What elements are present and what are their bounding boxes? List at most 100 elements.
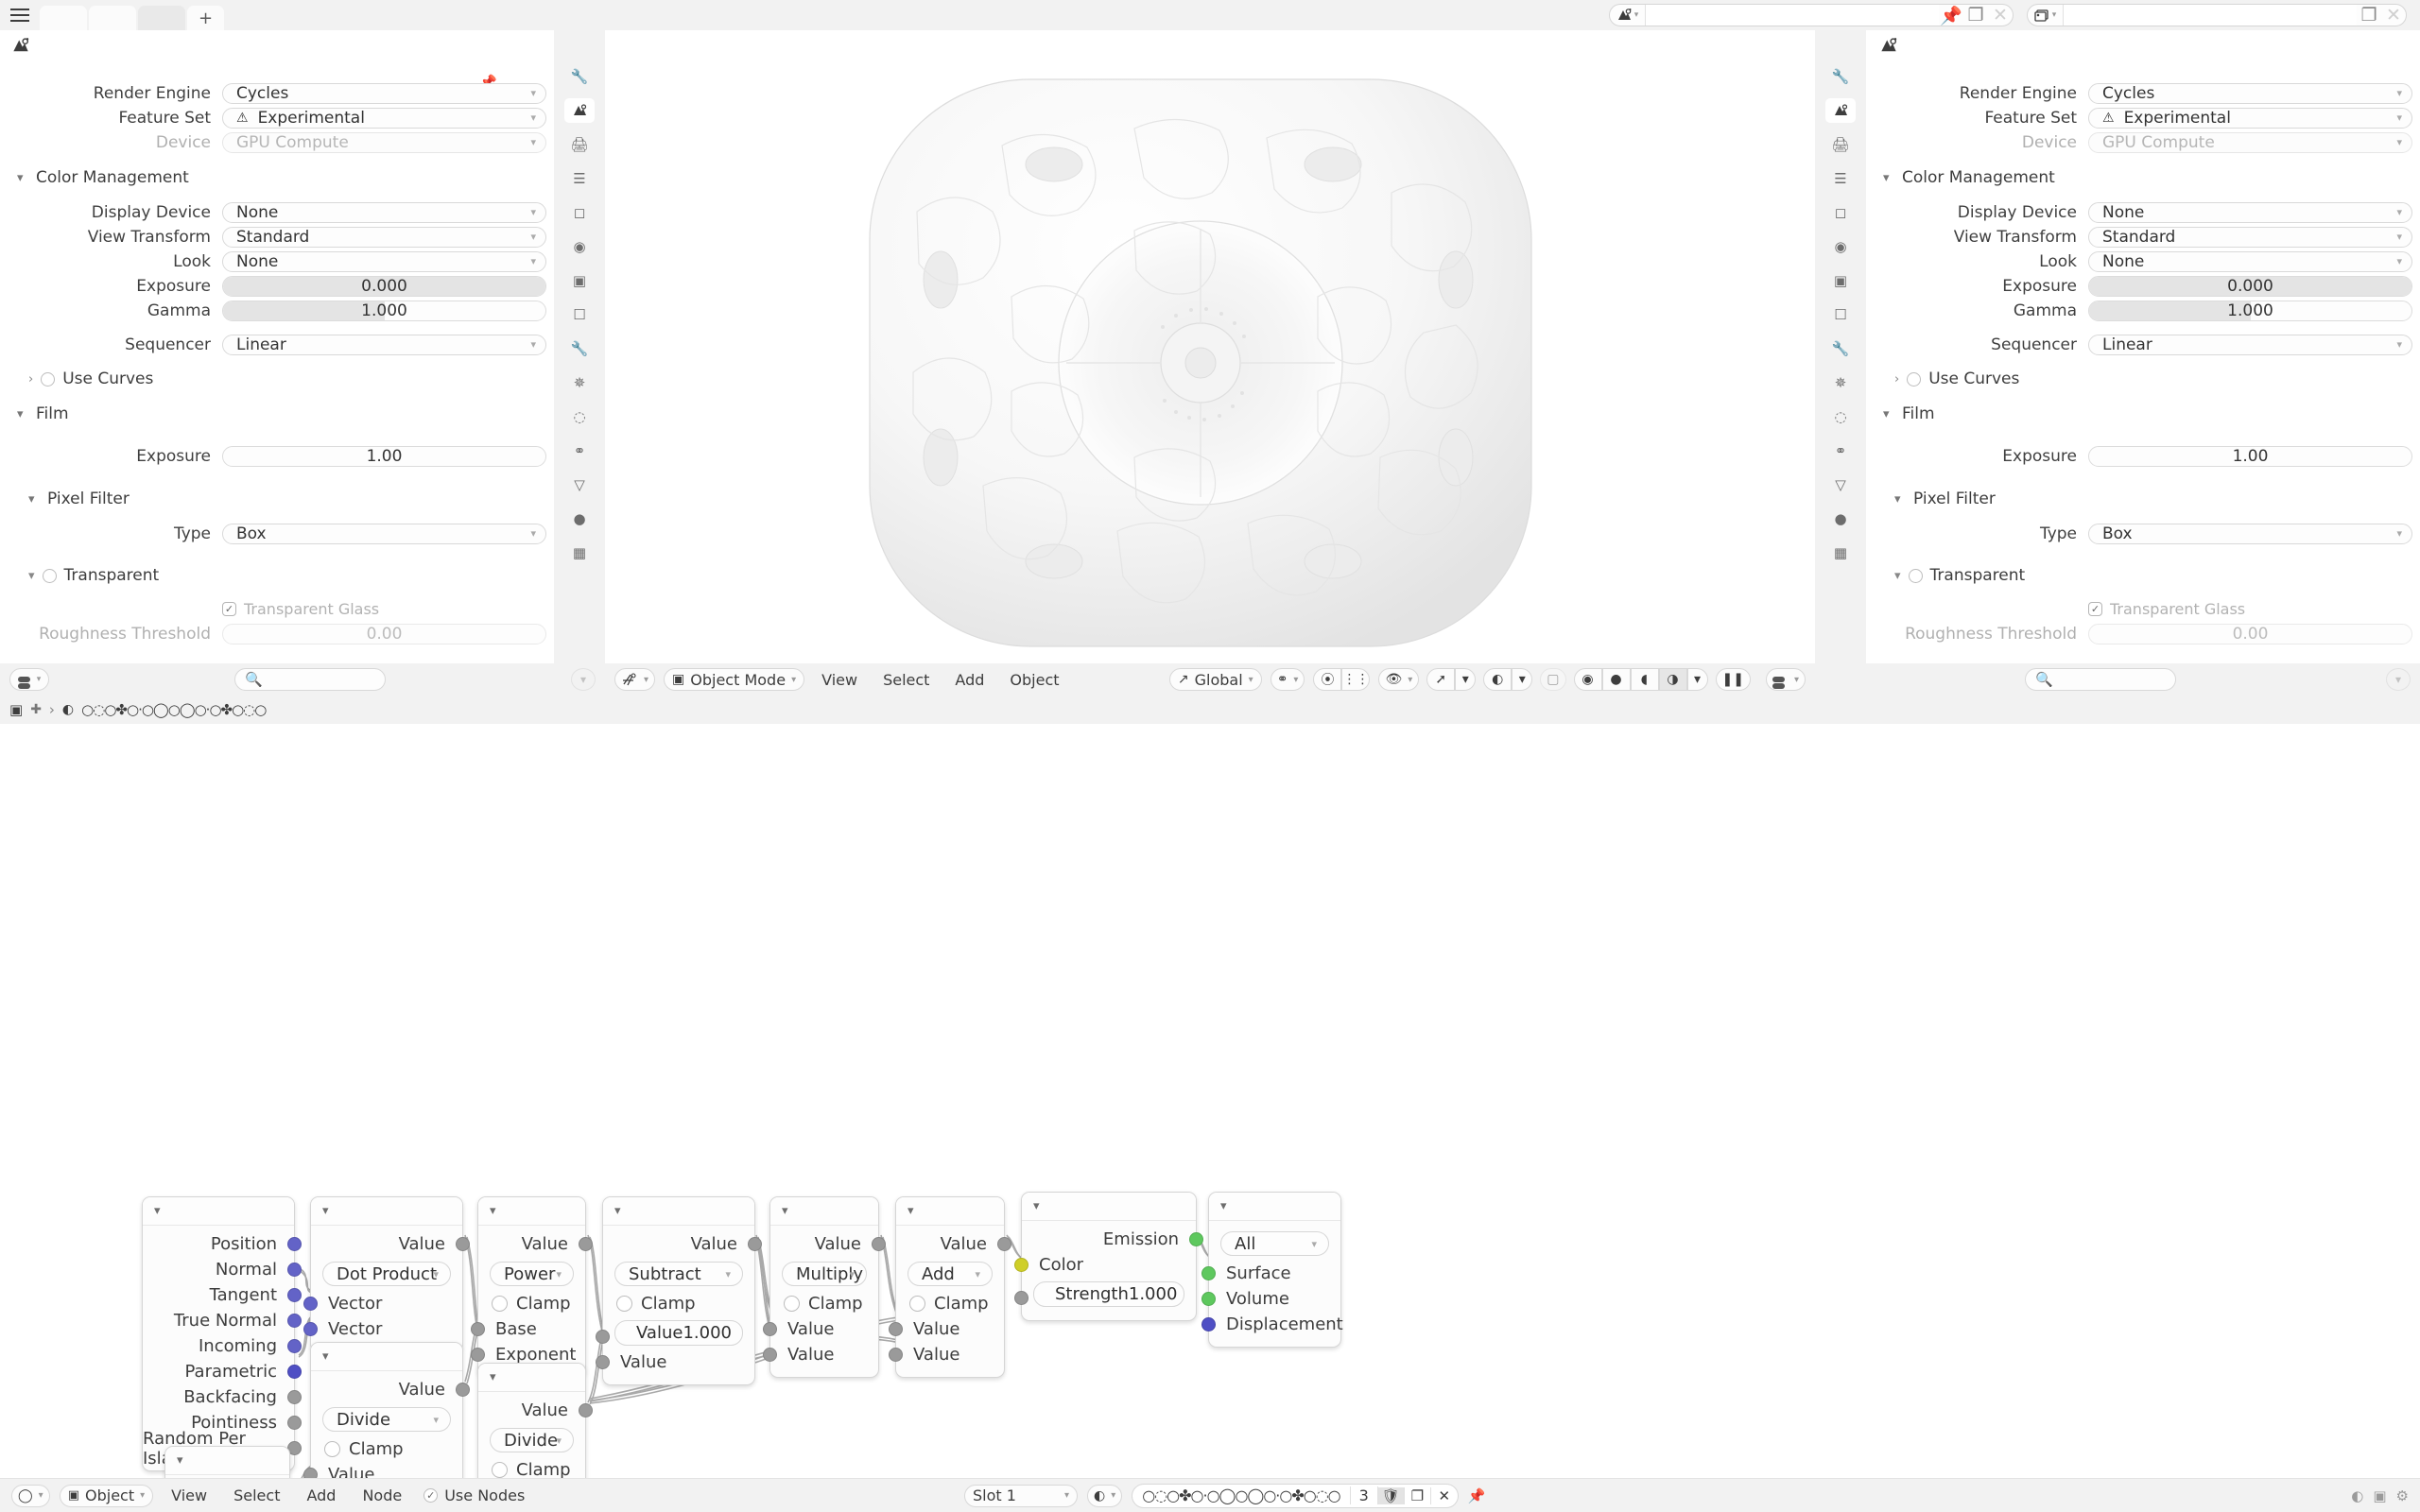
properties-tab-scene[interactable]: ◻ — [573, 204, 586, 221]
feature-set-select[interactable]: ⚠ Experimental ▾ — [222, 107, 546, 129]
properties-tab-data-right[interactable]: ▽ — [1835, 476, 1846, 493]
shader-editor-icon-footer[interactable]: ◯ ▾ — [11, 1484, 50, 1507]
properties-tab-object-right[interactable]: ☐ — [1834, 306, 1847, 323]
clamp-checkbox[interactable] — [324, 1441, 340, 1457]
output-socket-true-normal[interactable] — [287, 1314, 302, 1328]
value-field-1[interactable]: Value 1.000 — [614, 1320, 743, 1346]
view-transform-select[interactable]: Standard ▾ — [222, 226, 546, 248]
input-socket-strength[interactable] — [1014, 1291, 1028, 1305]
slot-selector[interactable]: Slot 1 ▾ — [964, 1484, 1078, 1507]
material-datablock[interactable]: ○◌○✤○·○◯○◯○·○✤○◌○ 3 🛡 ❐ ✕ — [1132, 1483, 1459, 1508]
clamp-checkbox[interactable] — [616, 1296, 632, 1312]
properties-tab-world-right[interactable]: ◉ — [1834, 238, 1847, 255]
render-engine-select[interactable]: Cycles ▾ — [222, 82, 546, 104]
node-header-math-divide-a[interactable]: ▾ — [311, 1343, 462, 1371]
properties-tab-render[interactable] — [564, 98, 595, 123]
properties-tab-render-right[interactable] — [1825, 98, 1856, 123]
film-exposure-slider[interactable]: 1.00 — [222, 445, 546, 467]
shading-dropdown-icon[interactable]: ▾ — [1686, 668, 1708, 691]
close-icon[interactable]: ✕ — [1993, 5, 2008, 26]
pin-icon[interactable]: ✚ — [30, 702, 42, 717]
properties-tab-view-layer-right[interactable]: ☰ — [1834, 170, 1847, 187]
options-icon[interactable]: ▾ — [1765, 668, 1806, 691]
shader-editor-icon[interactable]: ▣ — [9, 701, 24, 718]
xray-icon[interactable]: ▢ — [1540, 668, 1566, 691]
use-curves-row-right[interactable]: › Use Curves — [1866, 367, 2420, 391]
display-device-select[interactable]: None ▾ — [222, 201, 546, 223]
node-math-divide-a[interactable]: ▾ Value Divide▾ Clamp Value Value19.480 — [303, 1342, 470, 1478]
users-count[interactable]: 3 — [1351, 1486, 1378, 1504]
roughness-threshold-slider-right[interactable]: 0.00 — [2088, 623, 2412, 644]
workspace-tab-1[interactable] — [40, 6, 87, 30]
snap-magnet-icon[interactable]: ⚭ ▾ — [1270, 668, 1305, 691]
search-input[interactable]: 🔍 — [234, 668, 386, 691]
node-header-material-output[interactable]: ▾ — [1209, 1193, 1340, 1221]
output-socket-pointiness[interactable] — [287, 1416, 302, 1430]
transparent-glass-checkbox[interactable]: ✓ — [222, 602, 236, 616]
collapse-chevron-icon[interactable]: ▾ — [490, 1204, 496, 1218]
node-header-math-subtract[interactable]: ▾ — [603, 1197, 754, 1226]
output-socket-value[interactable] — [997, 1237, 1011, 1251]
properties-tab-material[interactable]: ● — [573, 510, 586, 527]
properties-tab-physics[interactable]: ◌ — [573, 408, 586, 425]
device-select[interactable]: GPU Compute ▾ — [222, 131, 546, 153]
render-engine-select-right[interactable]: Cycles ▾ — [2088, 82, 2412, 104]
properties-tab-collection-right[interactable]: ▣ — [1833, 272, 1848, 289]
output-socket-value[interactable] — [579, 1403, 593, 1418]
transparent-glass-checkbox-right[interactable]: ✓ — [2088, 602, 2102, 616]
proportional-falloff-icon[interactable]: ⋮⋮ — [1341, 668, 1371, 691]
transform-orientation-selector[interactable]: ↗ Global ▾ — [1168, 668, 1262, 691]
node-menu-add[interactable]: Add — [306, 1486, 337, 1504]
proportional-edit-icon[interactable]: ⦿ — [1313, 668, 1342, 691]
pin-icon-footer[interactable]: 📌 — [1467, 1486, 1486, 1504]
shader-type-selector[interactable]: ▣ Object ▾ — [59, 1484, 154, 1507]
shading-solid-icon[interactable]: ● — [1601, 668, 1631, 691]
material-sphere-icon-footer[interactable]: ◐ ▾ — [1087, 1484, 1123, 1507]
pause-icon[interactable]: ❚❚ — [1715, 668, 1751, 691]
sequencer-select[interactable]: Linear ▾ — [222, 334, 546, 355]
transparent-section[interactable]: ▾ Transparent — [0, 563, 554, 588]
roughness-threshold-slider[interactable]: 0.00 — [222, 623, 546, 644]
visibility-icon[interactable]: 👁 ▾ — [1378, 668, 1420, 691]
properties-tab-physics-right[interactable]: ◌ — [1834, 408, 1847, 425]
input-socket-exponent[interactable] — [471, 1348, 485, 1362]
display-device-select-right[interactable]: None ▾ — [2088, 201, 2412, 223]
viewport-menu-object[interactable]: Object — [1010, 670, 1060, 689]
copy-icon[interactable]: ❐ — [1967, 5, 1984, 26]
feature-set-select-right[interactable]: ⚠ Experimental ▾ — [2088, 107, 2412, 129]
node-header-geometry[interactable]: ▾ — [143, 1197, 294, 1226]
input-socket-value-1[interactable] — [596, 1330, 610, 1344]
input-socket-value-2[interactable] — [763, 1348, 777, 1362]
overlays-icon[interactable]: ◐ — [1483, 668, 1512, 691]
node-menu-view[interactable]: View — [171, 1486, 208, 1504]
node-header-vector-math[interactable]: ▾ — [311, 1197, 462, 1226]
input-socket-vector-2[interactable] — [303, 1322, 318, 1336]
output-socket-value[interactable] — [456, 1383, 470, 1397]
input-socket-value-1[interactable] — [889, 1322, 903, 1336]
clamp-row[interactable]: Clamp — [311, 1436, 462, 1462]
node-vector-math-dot-product[interactable]: ▾ Value Dot Product ▾ Vector Vector — [303, 1196, 470, 1352]
shading-material-preview-icon[interactable]: ◖ — [1630, 668, 1659, 691]
collapse-chevron-icon[interactable]: ▾ — [614, 1204, 621, 1218]
collapse-chevron-icon[interactable]: ▾ — [154, 1204, 161, 1218]
pixel-filter-section-right[interactable]: ▾ Pixel Filter — [1866, 486, 2420, 512]
cm-exposure-slider-right[interactable]: 0.000 — [2088, 275, 2412, 297]
properties-tab-output-right[interactable]: 🖨 — [1831, 136, 1850, 153]
look-select[interactable]: None ▾ — [222, 250, 546, 272]
input-socket-value-2[interactable] — [596, 1355, 610, 1369]
properties-tab-scene-right[interactable]: ◻ — [1834, 204, 1847, 221]
clamp-row[interactable]: Clamp — [478, 1291, 585, 1316]
use-curves-checkbox[interactable] — [41, 371, 56, 387]
node-math-power[interactable]: ▾ Value Power ▾ Clamp Base Exponent — [471, 1196, 593, 1378]
use-curves-row[interactable]: › Use Curves — [0, 367, 554, 391]
node-header-math-power[interactable]: ▾ — [478, 1197, 585, 1226]
node-header-math-multiply[interactable]: ▾ — [770, 1197, 878, 1226]
clamp-row[interactable]: Clamp — [603, 1291, 754, 1316]
expand-chevron-icon-right[interactable]: ▾ — [2386, 668, 2411, 691]
math-operation-select[interactable]: Multiply ▾ — [782, 1262, 867, 1286]
status-icon-3[interactable]: ⚙ — [2395, 1486, 2409, 1504]
properties-tab-modifiers[interactable]: 🔧 — [570, 340, 589, 357]
viewport-menu-select[interactable]: Select — [883, 670, 930, 689]
properties-tab-material-right[interactable]: ● — [1834, 510, 1847, 527]
scene-selector[interactable]: ▾ 📌 ❐ ✕ — [1609, 4, 2014, 26]
